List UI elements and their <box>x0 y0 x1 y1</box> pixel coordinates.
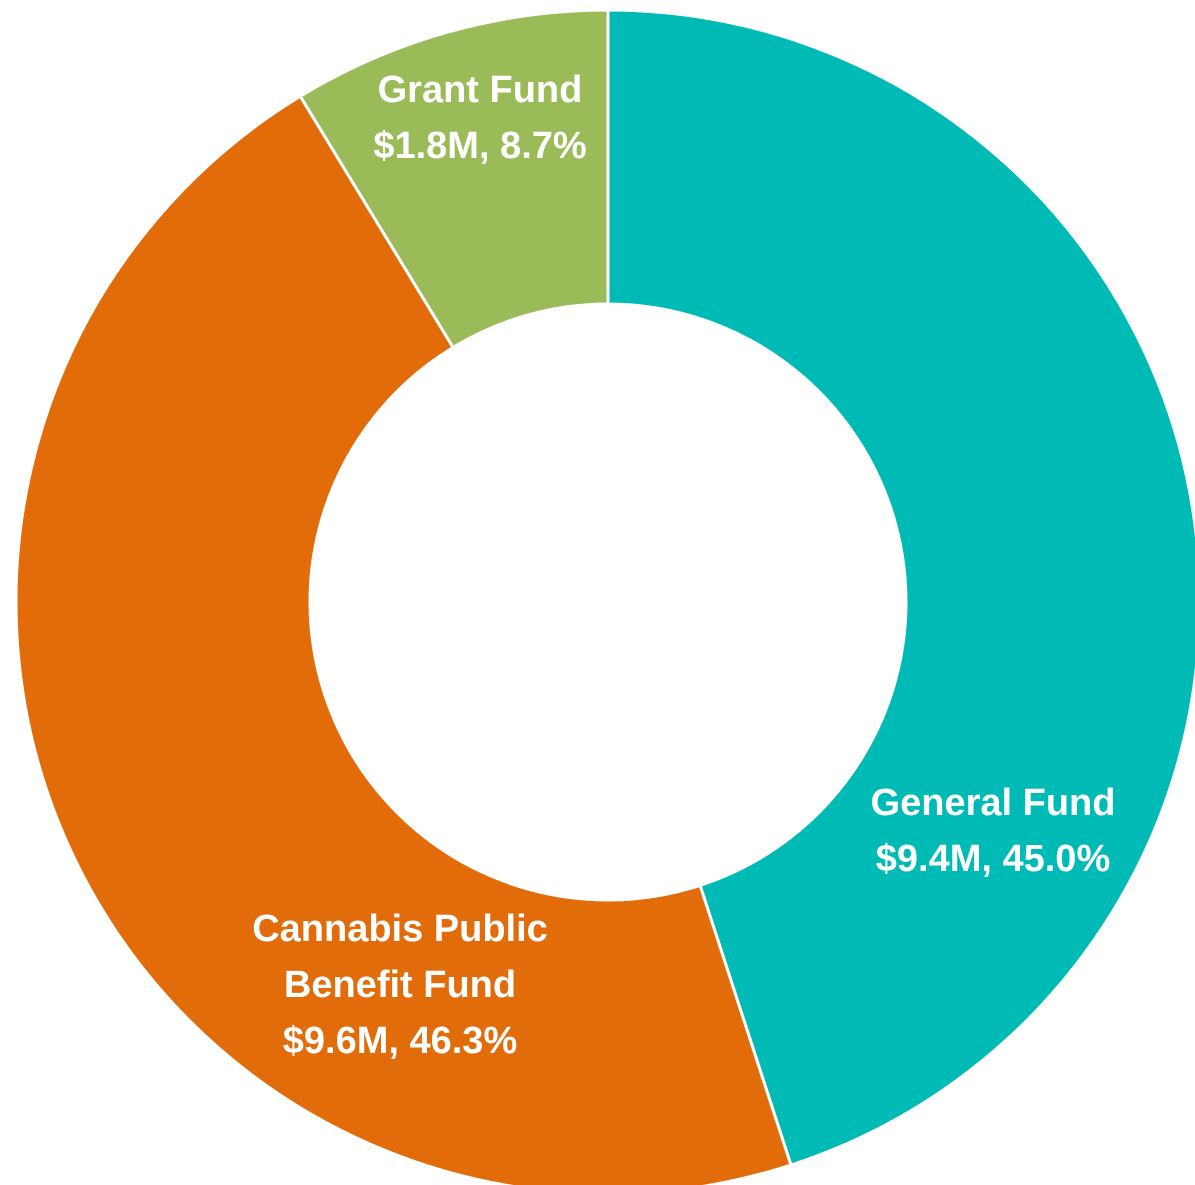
donut-slices <box>14 8 1195 1185</box>
slice-label-line: General Fund <box>871 782 1116 824</box>
slice-general-fund <box>606 8 1195 1167</box>
slice-label-line: Benefit Fund <box>284 964 516 1006</box>
slice-label-line: Cannabis Public <box>252 908 548 950</box>
slice-cannabis-public-benefit-fund <box>14 94 793 1185</box>
slice-label-line: $1.8M, 8.7% <box>373 125 586 167</box>
slice-label-line: Grant Fund <box>378 69 583 111</box>
slice-labels: General Fund $9.4M, 45.0% Cannabis Public B… <box>252 69 1115 1062</box>
slice-label-general-fund: General Fund $9.4M, 45.0% <box>871 782 1116 880</box>
slice-label-grant-fund: Grant Fund $1.8M, 8.7% <box>373 69 586 167</box>
slice-grant-fund <box>298 8 610 350</box>
slice-label-line: $9.6M, 46.3% <box>283 1020 517 1062</box>
slice-label-cannabis-public-benefit-fund: Cannabis Public Benefit Fund $9.6M, 46.3% <box>252 908 548 1062</box>
slice-label-line: $9.4M, 45.0% <box>876 838 1110 880</box>
